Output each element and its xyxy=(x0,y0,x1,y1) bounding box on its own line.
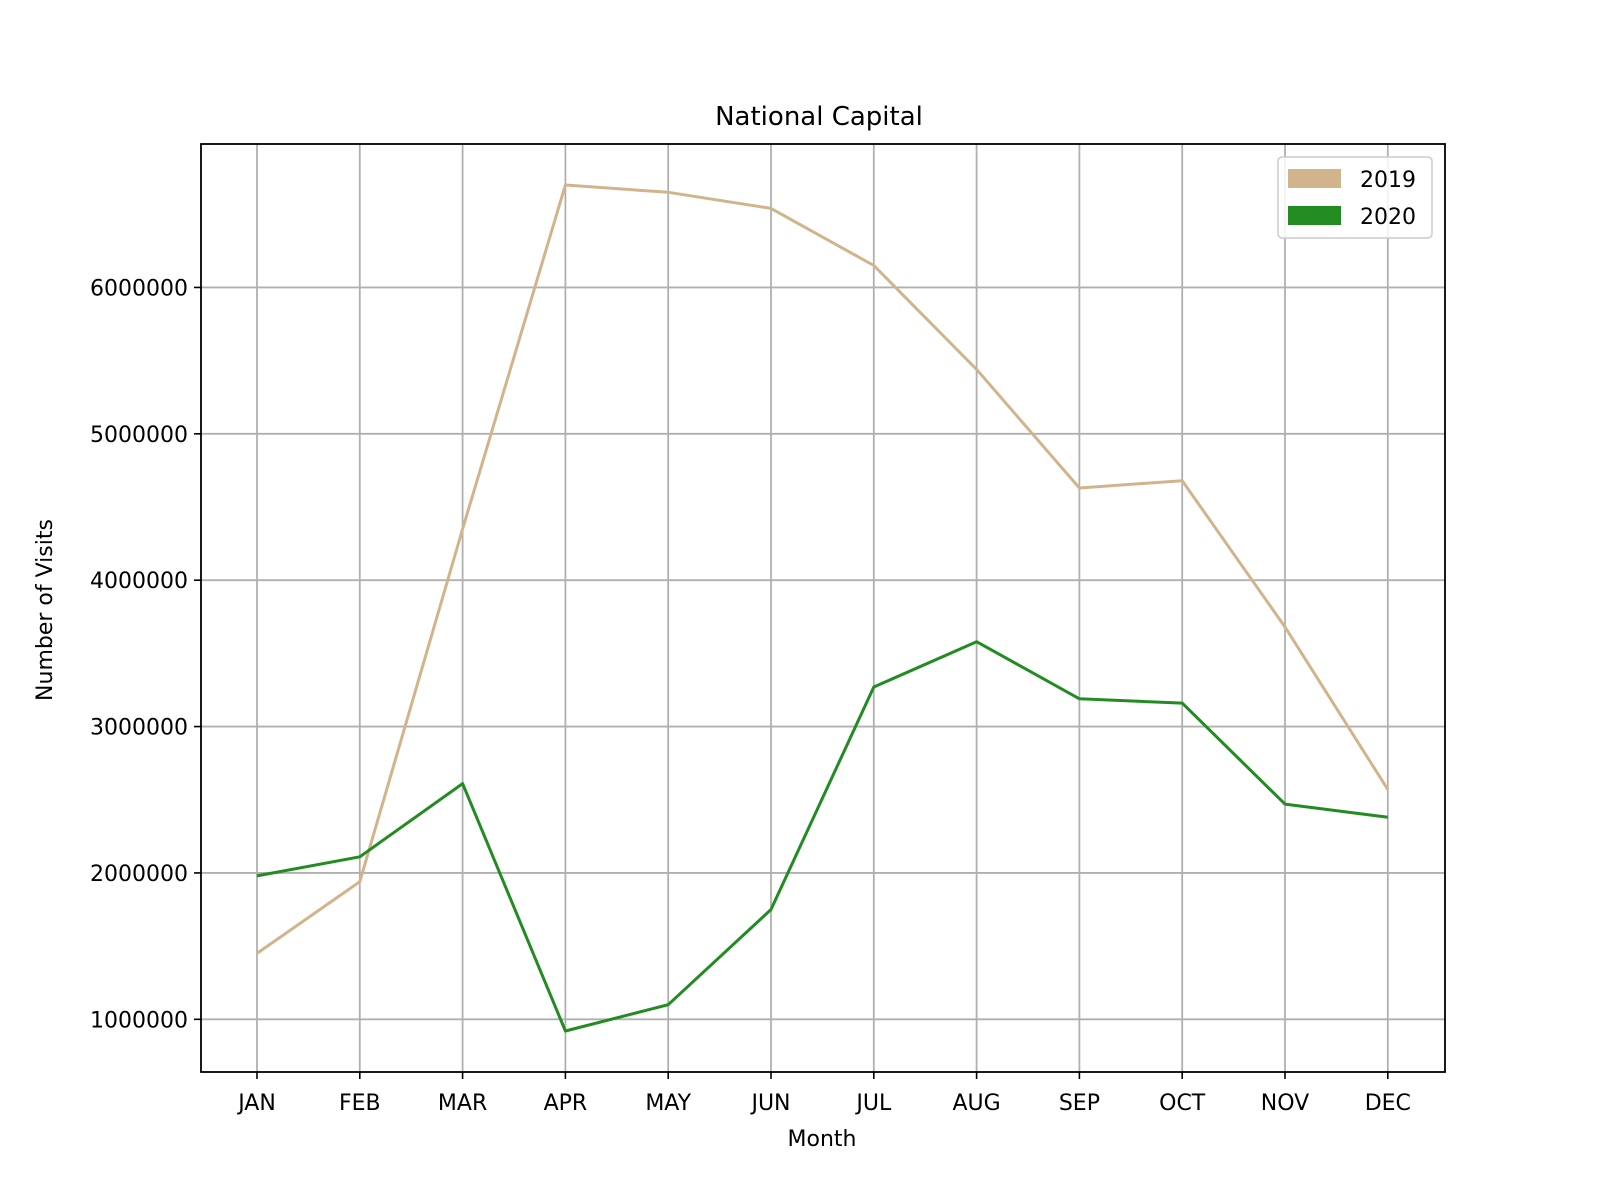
x-tick-label: APR xyxy=(544,1091,588,1116)
y-tick-label: 6000000 xyxy=(90,276,188,301)
x-axis-title: Month xyxy=(788,1127,857,1152)
x-tick-label: AUG xyxy=(952,1091,1000,1116)
legend-label-2019: 2019 xyxy=(1360,168,1416,193)
legend-swatch-2019 xyxy=(1288,169,1341,188)
legend-label-2020: 2020 xyxy=(1360,205,1416,230)
y-axis-title: Number of Visits xyxy=(33,519,58,701)
series-line-2019 xyxy=(256,183,1390,955)
x-tick-label: JUN xyxy=(749,1091,790,1116)
y-tick-label: 5000000 xyxy=(90,423,188,448)
x-tick-label: JAN xyxy=(236,1091,276,1116)
series-line-2020 xyxy=(256,640,1388,1033)
legend: 2019 2020 xyxy=(1277,156,1433,239)
x-tick-label: DEC xyxy=(1365,1091,1411,1116)
x-tick-label: NOV xyxy=(1261,1091,1309,1116)
x-tick-label: JUL xyxy=(854,1091,892,1116)
grid xyxy=(201,144,1445,1072)
legend-swatch-2020 xyxy=(1288,206,1341,225)
series-group xyxy=(256,183,1390,1033)
chart-title: National Capital xyxy=(715,102,923,132)
ticks: JAN FEB MAR APR MAY JUN JUL AUG SEP OCT NOV DEC 1000… xyxy=(90,276,1411,1116)
y-tick-label: 2000000 xyxy=(90,862,188,887)
x-tick-label: SEP xyxy=(1059,1091,1100,1116)
x-tick-label: MAY xyxy=(645,1091,691,1116)
y-tick-label: 4000000 xyxy=(90,569,188,594)
x-tick-label: MAR xyxy=(438,1091,487,1116)
y-tick-label: 1000000 xyxy=(90,1008,188,1033)
y-tick-label: 3000000 xyxy=(90,716,188,741)
x-tick-label: FEB xyxy=(339,1091,381,1116)
plot-frame xyxy=(200,143,1446,1073)
x-tick-label: OCT xyxy=(1159,1091,1206,1116)
